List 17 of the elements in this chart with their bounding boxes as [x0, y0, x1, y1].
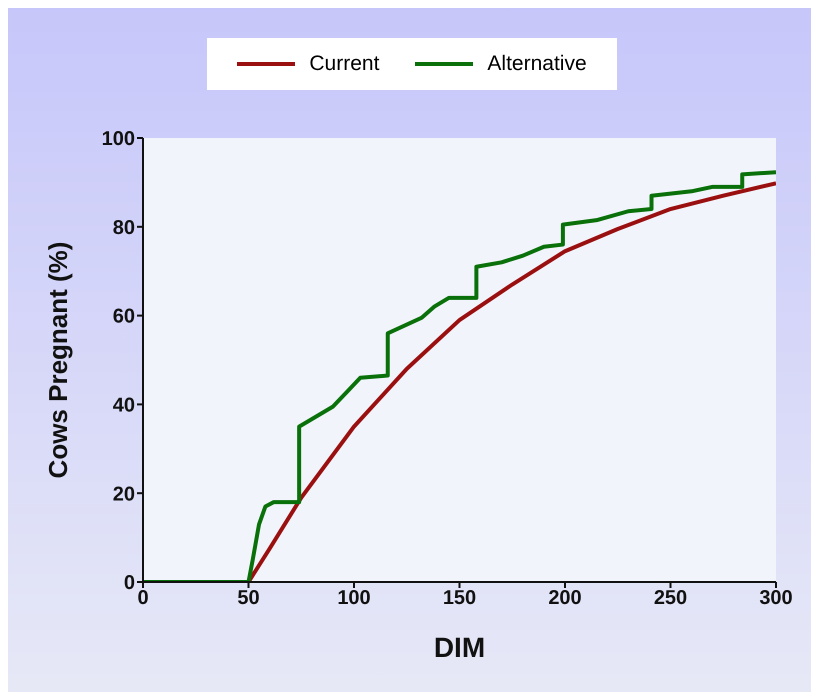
x-tick-label: 150: [442, 587, 476, 610]
y-tick-label: 20: [112, 483, 135, 506]
y-tick-label: 0: [124, 572, 135, 594]
y-axis-title: Cows Pregnant (%): [43, 242, 74, 478]
legend-label: Current: [309, 52, 380, 76]
x-axis-title: DIM: [434, 632, 486, 663]
legend-label: Alternative: [487, 52, 587, 76]
x-tick-label: 250: [654, 587, 688, 610]
x-tick-label: 200: [548, 587, 582, 610]
y-tick-label: 40: [112, 394, 135, 416]
x-tick-label: 300: [759, 587, 793, 610]
x-tick-label: 50: [237, 587, 260, 610]
x-tick-label: 100: [337, 587, 371, 610]
x-tick-label: 0: [137, 587, 149, 610]
y-tick-label: 60: [112, 306, 135, 328]
y-tick-label: 100: [102, 128, 135, 150]
y-tick-label: 80: [112, 216, 135, 239]
